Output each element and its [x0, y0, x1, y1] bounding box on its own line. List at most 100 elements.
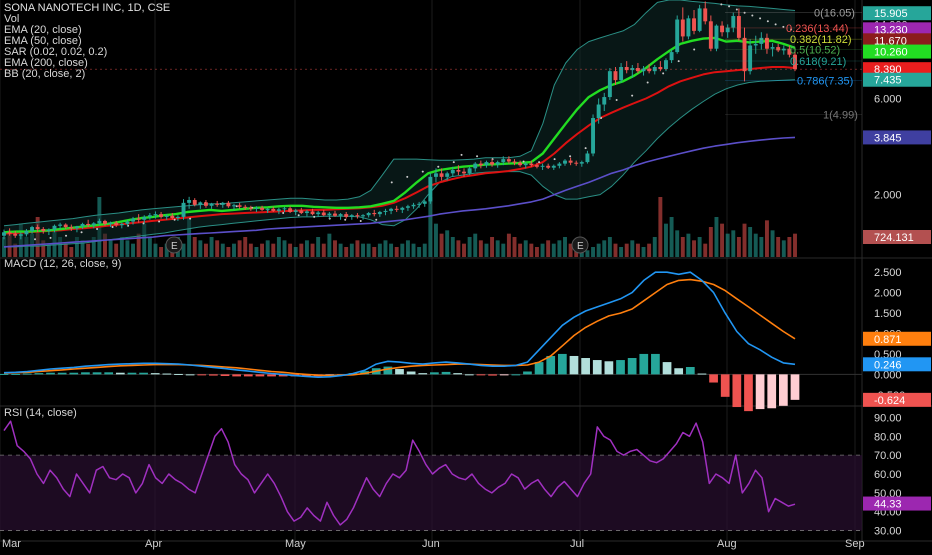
volume-bar: [232, 243, 236, 257]
volume-bar: [80, 240, 85, 257]
sar-dot: [569, 155, 572, 158]
volume-bar: [585, 250, 590, 257]
volume-bar: [293, 247, 298, 257]
macd-histogram-bar: [278, 374, 288, 377]
candle-body: [630, 68, 635, 71]
sar-dot: [766, 20, 769, 23]
volume-bar: [74, 237, 79, 257]
volume-bar: [591, 247, 596, 257]
candle-body: [304, 211, 309, 214]
volume-bar: [13, 243, 18, 257]
volume-bar: [125, 240, 130, 257]
candle-body: [764, 37, 769, 49]
candle-body: [439, 173, 444, 177]
sar-dot: [297, 214, 300, 217]
candle-body: [361, 215, 365, 217]
candle-body: [175, 216, 180, 219]
candle-body: [495, 162, 500, 165]
candle-body: [731, 16, 736, 28]
volume-bar: [271, 243, 276, 257]
macd-histogram-bar: [57, 372, 67, 375]
legend-vol[interactable]: Vol: [4, 13, 20, 25]
volume-bar: [131, 243, 135, 257]
volume-bar: [260, 243, 265, 257]
volume-bar: [327, 233, 332, 257]
candle-body: [501, 159, 506, 163]
candle-body: [635, 68, 640, 72]
legend-ema20[interactable]: EMA (20, close): [4, 24, 82, 36]
macd-histogram-bar: [81, 372, 90, 375]
macd-histogram-bar: [197, 374, 207, 376]
volume-bar: [675, 230, 680, 257]
sar-dot: [375, 218, 378, 221]
price-badge-bg: [863, 130, 931, 145]
candle-body: [108, 222, 113, 224]
candle-body: [484, 162, 489, 166]
volume-bar: [602, 240, 607, 257]
sar-dot: [235, 205, 238, 208]
legend-ema200[interactable]: EMA (200, close): [4, 57, 88, 69]
macd-histogram-bar: [162, 373, 172, 375]
macd-histogram-bar: [430, 372, 439, 375]
price-badge-bg: [863, 62, 931, 77]
volume-bar: [759, 237, 764, 257]
macd-title[interactable]: MACD (12, 26, close, 9): [4, 258, 122, 270]
candle-body: [198, 202, 203, 205]
sar-dot: [720, 3, 723, 6]
symbol-title[interactable]: SONA NANOTECH INC, 1D, CSE: [4, 2, 171, 14]
sar-dot: [743, 11, 746, 14]
macd-badge-bg: [863, 392, 931, 407]
macd-badge-bg: [863, 357, 931, 372]
candle-body: [13, 233, 18, 236]
macd-histogram-bar: [464, 374, 474, 376]
candle-body: [546, 165, 551, 168]
candle-body: [776, 47, 781, 51]
volume-bar: [725, 233, 730, 257]
macd-histogram-bar: [174, 373, 183, 375]
legend-bb[interactable]: BB (20, close, 2): [4, 68, 86, 80]
legend-sar[interactable]: SAR (0.02, 0.02, 0.2): [4, 46, 108, 58]
volume-bar: [344, 247, 349, 257]
volume-bar: [136, 233, 141, 257]
legend-ema50[interactable]: EMA (50, close): [4, 35, 82, 47]
sar-dot: [282, 212, 285, 215]
candle-body: [725, 27, 730, 33]
volume-bar: [669, 217, 674, 257]
volume-bar: [91, 237, 96, 257]
sar-dot: [452, 161, 455, 164]
candle-body: [282, 208, 287, 210]
month-label: Mar: [2, 538, 21, 550]
earnings-marker-label: E: [577, 241, 584, 252]
volume-bar: [153, 243, 158, 257]
candle-body: [383, 210, 388, 212]
sar-dot: [631, 94, 634, 97]
fib-level-label: 0.786(7.35): [797, 76, 853, 88]
macd-histogram-bar: [534, 362, 544, 375]
macd-histogram-bar: [604, 361, 614, 375]
fib-level-label: 0.382(11.82): [790, 34, 852, 46]
sar-dot: [774, 23, 777, 26]
candle-body: [97, 220, 102, 224]
candle-body: [787, 48, 792, 55]
volume-bar: [781, 240, 786, 257]
macd-histogram-bar: [302, 374, 311, 377]
volume-bar: [568, 243, 573, 257]
candle-body: [574, 162, 579, 164]
candle-body: [260, 207, 265, 210]
macd-histogram-bar: [569, 355, 579, 375]
candle-body: [748, 45, 753, 72]
volume-bar: [546, 240, 551, 257]
rsi-title[interactable]: RSI (14, close): [4, 407, 77, 419]
candle-body: [192, 200, 197, 205]
volume-bar: [299, 243, 304, 257]
volume-bar: [764, 220, 769, 257]
volume-bar: [793, 233, 797, 257]
sar-dot: [421, 170, 424, 173]
sar-dot: [390, 181, 393, 184]
volume-bar: [237, 240, 242, 257]
month-label: Aug: [717, 538, 737, 550]
candle-body: [293, 210, 298, 212]
macd-legend: MACD (12, 26, close, 9): [4, 259, 121, 270]
volume-bar: [86, 243, 91, 257]
macd-histogram-bar: [11, 373, 20, 375]
